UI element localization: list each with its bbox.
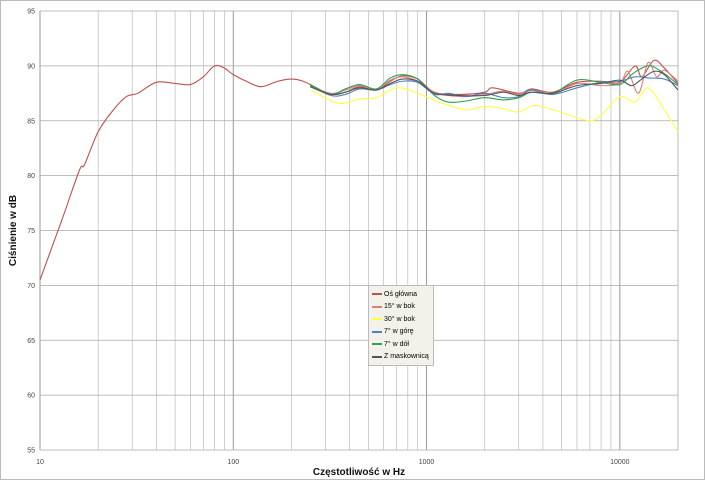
- legend-label: 7° w dół: [384, 340, 409, 348]
- series-line-4: [309, 65, 679, 103]
- series-line-5: [309, 70, 679, 97]
- legend-item: 7° w górę: [372, 326, 430, 339]
- x-tick-label: 1000: [419, 459, 435, 466]
- y-axis-title: Ciśnienie w dB: [8, 195, 19, 266]
- series-line-2: [309, 87, 679, 133]
- legend-swatch: [372, 330, 382, 333]
- x-axis-title: Częstotliwość w Hz: [313, 467, 405, 478]
- y-tick-label: 65: [27, 338, 35, 345]
- legend-swatch: [372, 305, 382, 308]
- y-tick-label: 55: [27, 448, 35, 455]
- y-tick-label: 90: [27, 63, 35, 70]
- y-tick-label: 60: [27, 393, 35, 400]
- legend-swatch: [372, 293, 382, 296]
- legend-swatch: [372, 318, 382, 321]
- y-tick-label: 95: [27, 9, 35, 16]
- y-tick-label: 70: [27, 283, 35, 290]
- x-tick-label: 10000: [610, 459, 630, 466]
- legend-label: Z maskownicą: [384, 353, 429, 361]
- legend-item: Z maskownicą: [372, 351, 430, 364]
- legend-item: Oś główna: [372, 288, 430, 301]
- x-tick-label: 10: [36, 459, 44, 466]
- x-tick-label: 100: [227, 459, 239, 466]
- legend-label: 30° w bok: [384, 315, 415, 323]
- legend-swatch: [372, 343, 382, 346]
- legend-item: 15° w bok: [372, 301, 430, 314]
- y-tick-label: 85: [27, 118, 35, 125]
- legend-item: 30° w bok: [372, 313, 430, 326]
- legend-label: 7° w górę: [384, 328, 414, 336]
- legend-label: Oś główna: [384, 290, 418, 298]
- series-line-0: [39, 59, 679, 281]
- series-line-1: [309, 61, 679, 98]
- y-tick-label: 75: [27, 228, 35, 235]
- y-tick-label: 80: [27, 173, 35, 180]
- legend-swatch: [372, 355, 382, 358]
- legend-item: 7° w dół: [372, 338, 430, 351]
- legend: Oś główna 15° w bok 30° w bok 7° w górę 7° w…: [368, 285, 434, 366]
- legend-label: 15° w bok: [384, 303, 415, 311]
